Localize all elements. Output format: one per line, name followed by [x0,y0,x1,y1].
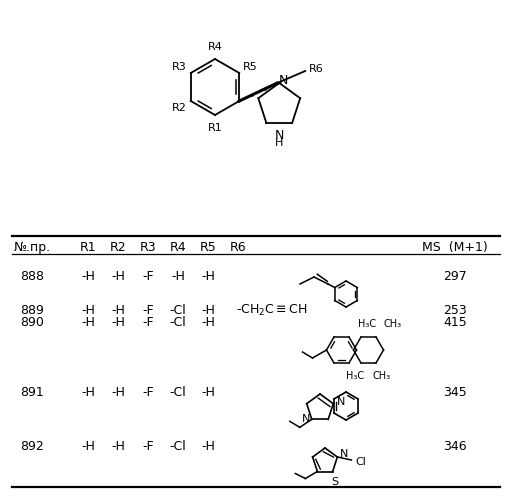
Text: 345: 345 [442,386,466,399]
Text: R3: R3 [172,61,186,71]
Text: -CH$_2$C$\equiv$CH: -CH$_2$C$\equiv$CH [236,302,307,317]
Text: R2: R2 [172,102,187,112]
Text: -F: -F [142,315,154,328]
Text: CH₃: CH₃ [383,319,401,329]
Text: 888: 888 [20,269,44,282]
Text: 889: 889 [20,303,44,316]
Text: 890: 890 [20,315,44,328]
Text: -H: -H [81,386,95,399]
Text: -F: -F [142,386,154,399]
Text: -Cl: -Cl [169,303,186,316]
Text: MS  (M+1): MS (M+1) [421,241,487,253]
Text: N: N [274,129,284,142]
Text: R1: R1 [207,123,222,133]
Text: 891: 891 [20,386,44,399]
Text: -Cl: -Cl [169,441,186,454]
Text: CH₃: CH₃ [372,371,390,381]
Text: -F: -F [142,269,154,282]
Text: -F: -F [142,303,154,316]
Text: R5: R5 [199,241,216,253]
Text: -H: -H [81,303,95,316]
Text: R1: R1 [79,241,96,253]
Text: -H: -H [111,269,125,282]
Text: -H: -H [201,303,214,316]
Text: N: N [279,73,288,86]
Text: -H: -H [81,315,95,328]
Text: -H: -H [81,441,95,454]
Text: 346: 346 [442,441,466,454]
Text: 253: 253 [442,303,466,316]
Text: N: N [301,414,309,424]
Text: H: H [274,138,283,148]
Text: -H: -H [111,303,125,316]
Text: -H: -H [111,315,125,328]
Text: R5: R5 [243,61,258,71]
Text: -H: -H [201,315,214,328]
Text: S: S [330,477,337,487]
Text: -H: -H [111,441,125,454]
Text: H₃C: H₃C [357,319,375,329]
Text: -Cl: -Cl [169,315,186,328]
Text: 892: 892 [20,441,44,454]
Text: N: N [336,397,345,407]
Text: R4: R4 [169,241,186,253]
Text: 297: 297 [442,269,466,282]
Text: R4: R4 [207,42,222,52]
Text: Cl: Cl [355,457,365,467]
Text: R6: R6 [308,64,323,74]
Text: -H: -H [201,441,214,454]
Text: R2: R2 [109,241,126,253]
Text: -H: -H [171,269,185,282]
Text: 415: 415 [442,315,466,328]
Text: -H: -H [201,386,214,399]
Text: -H: -H [81,269,95,282]
Text: R6: R6 [229,241,246,253]
Text: №.пр.: №.пр. [13,241,50,253]
Text: -F: -F [142,441,154,454]
Text: -Cl: -Cl [169,386,186,399]
Text: H₃C: H₃C [346,371,364,381]
Text: R3: R3 [139,241,156,253]
Text: -H: -H [111,386,125,399]
Text: -H: -H [201,269,214,282]
Text: N: N [340,449,348,459]
